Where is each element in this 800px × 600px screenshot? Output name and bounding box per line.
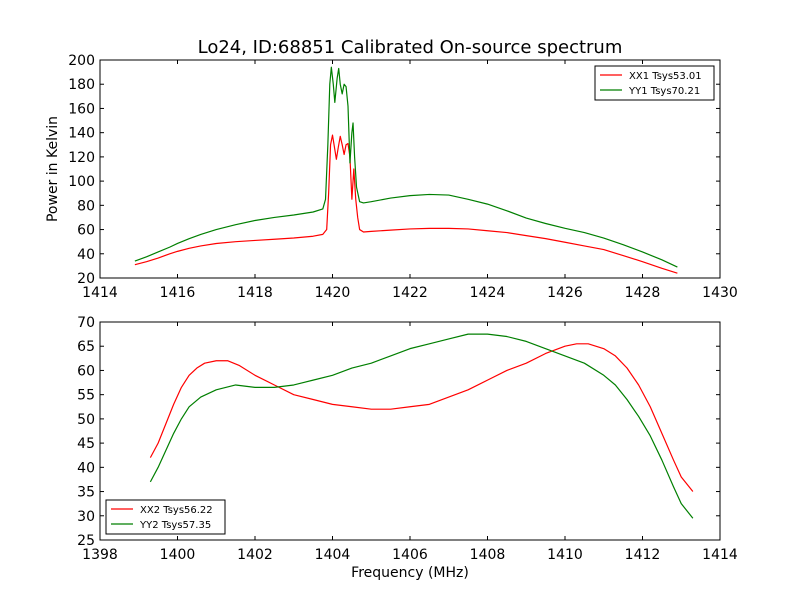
legend-label-2: YY2 Tsys57.35: [139, 520, 211, 531]
legend-label-1: XX2 Tsys56.22: [140, 505, 213, 516]
y-tick-label: 60: [77, 363, 95, 379]
series-group: [149, 333, 694, 519]
x-tick-label: 1406: [392, 547, 428, 563]
x-tick-label: 1414: [82, 285, 118, 301]
x-tick-label: 1408: [470, 547, 506, 563]
series-line-1: [149, 343, 694, 492]
x-tick-label: 1420: [315, 285, 351, 301]
series-group: [134, 66, 678, 274]
series-line-2: [134, 66, 678, 268]
chart-title: Lo24, ID:68851 Calibrated On-source spec…: [198, 37, 623, 58]
series-line-2: [149, 333, 694, 519]
x-tick-label: 1430: [702, 285, 738, 301]
y-tick-label: 40: [77, 460, 95, 476]
x-axis-label: Frequency (MHz): [351, 565, 469, 581]
y-tick-label: 100: [68, 174, 95, 190]
y-tick-label: 45: [77, 436, 95, 452]
legend-label-2: YY1 Tsys70.21: [628, 86, 700, 97]
legend: XX1 Tsys53.01 YY1 Tsys70.21: [594, 65, 715, 101]
y-tick-label: 20: [77, 271, 95, 287]
y-tick-label: 80: [77, 198, 95, 214]
x-tick-label: 1402: [237, 547, 273, 563]
x-tick-label: 1418: [237, 285, 273, 301]
y-tick-label: 40: [77, 247, 95, 263]
y-tick-label: 65: [77, 339, 95, 355]
y-tick-label: 120: [68, 150, 95, 166]
legend-label-1: XX1 Tsys53.01: [629, 71, 702, 82]
x-tick-label: 1410: [547, 547, 583, 563]
x-tick-label: 1400: [160, 547, 196, 563]
x-tick-label: 1424: [470, 285, 506, 301]
x-tick-label: 1398: [82, 547, 118, 563]
y-tick-label: 35: [77, 485, 95, 501]
x-tick-label: 1414: [702, 547, 738, 563]
y-tick-label: 140: [68, 126, 95, 142]
x-tick-label: 1426: [547, 285, 583, 301]
x-tick-label: 1416: [160, 285, 196, 301]
y-tick-label: 70: [77, 315, 95, 331]
legend-box: [105, 499, 226, 535]
series-line-1: [134, 134, 678, 274]
y-tick-label: 200: [68, 53, 95, 69]
legend-box: [594, 65, 715, 101]
top-spectrum-panel: 1414 1416 1418 1420 1422 1424 1426 1428 1430 20 40…: [45, 53, 738, 301]
y-tick-label: 180: [68, 77, 95, 93]
y-tick-label: 25: [77, 533, 95, 549]
bottom-spectrum-panel: 1398 1400 1402 1404 1406 1408 1410 1412 1414 25 30…: [77, 315, 738, 581]
y-tick-label: 30: [77, 509, 95, 525]
y-tick-label: 50: [77, 412, 95, 428]
legend: XX2 Tsys56.22 YY2 Tsys57.35: [105, 499, 226, 535]
y-tick-label: 60: [77, 223, 95, 239]
y-axis-label: Power in Kelvin: [45, 116, 61, 222]
x-tick-label: 1422: [392, 285, 428, 301]
y-tick-label: 55: [77, 388, 95, 404]
x-tick-label: 1404: [315, 547, 351, 563]
y-tick-label: 160: [68, 101, 95, 117]
x-tick-label: 1428: [625, 285, 661, 301]
x-tick-label: 1412: [625, 547, 661, 563]
